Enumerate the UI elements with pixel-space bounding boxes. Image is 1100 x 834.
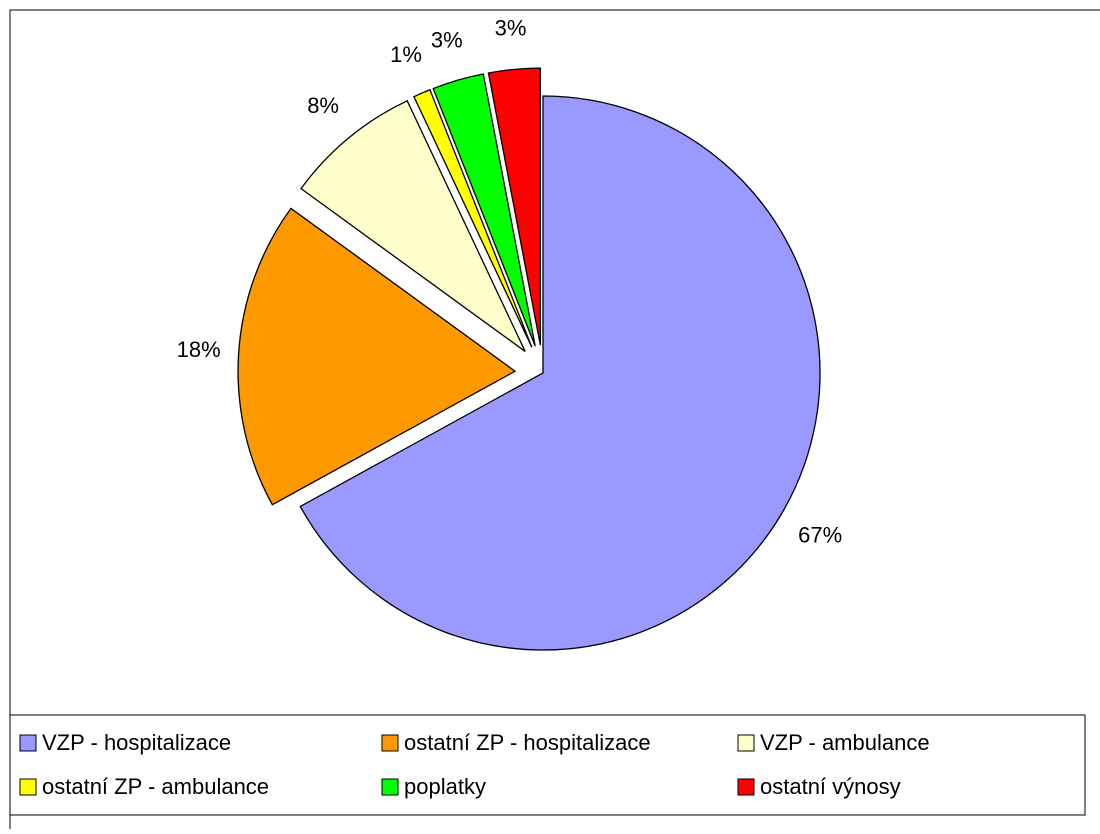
legend-swatch — [381, 778, 399, 796]
legend-swatch — [19, 734, 37, 752]
legend-label: ostatní ZP - hospitalizace — [404, 730, 651, 755]
pie-slice — [432, 73, 536, 347]
pie-slice — [300, 99, 526, 352]
legend-label: VZP - ambulance — [760, 730, 930, 755]
legend-swatch — [19, 778, 37, 796]
data-label: 18% — [177, 337, 221, 362]
pie-slice — [237, 207, 517, 506]
legend-label: VZP - hospitalizace — [42, 730, 231, 755]
data-label: 3% — [495, 15, 527, 40]
legend-swatch — [381, 734, 399, 752]
pie-slice — [299, 95, 821, 651]
legend-label: poplatky — [404, 774, 486, 799]
pie-slice — [487, 67, 542, 346]
pie-slice — [413, 88, 533, 348]
legend-label: ostatní ZP - ambulance — [42, 774, 269, 799]
legend-box — [9, 714, 1086, 816]
legend-swatch — [737, 734, 755, 752]
data-label: 8% — [307, 93, 339, 118]
data-label: 1% — [390, 42, 422, 67]
data-label: 67% — [798, 523, 842, 548]
legend-swatch — [737, 778, 755, 796]
data-label: 3% — [431, 28, 463, 53]
legend-label: ostatní výnosy — [760, 774, 901, 799]
